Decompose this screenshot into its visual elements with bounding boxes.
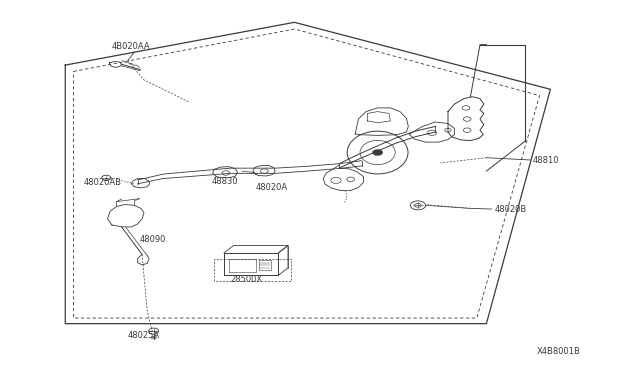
Ellipse shape (347, 131, 408, 174)
Circle shape (445, 128, 451, 132)
Circle shape (372, 150, 383, 155)
Circle shape (347, 177, 355, 182)
Circle shape (462, 106, 470, 110)
Circle shape (102, 175, 111, 180)
Text: 4B020AA: 4B020AA (112, 42, 150, 51)
Circle shape (331, 177, 341, 183)
Circle shape (410, 201, 426, 210)
Circle shape (222, 171, 230, 175)
Text: 48025A: 48025A (128, 331, 160, 340)
Circle shape (463, 117, 471, 121)
Bar (259, 260, 271, 270)
Ellipse shape (360, 141, 396, 165)
Text: 48020AB: 48020AB (83, 178, 121, 187)
Circle shape (148, 328, 159, 334)
Text: 48090: 48090 (140, 235, 166, 244)
Text: 48810: 48810 (532, 156, 559, 165)
Circle shape (428, 130, 436, 135)
Circle shape (415, 203, 421, 207)
Text: 48020B: 48020B (495, 205, 527, 214)
Text: X4B8001B: X4B8001B (536, 347, 580, 356)
Circle shape (260, 169, 268, 173)
Circle shape (463, 128, 471, 132)
Text: 48020A: 48020A (256, 183, 288, 192)
Text: 28500X: 28500X (230, 275, 262, 284)
Text: 48830: 48830 (211, 177, 238, 186)
